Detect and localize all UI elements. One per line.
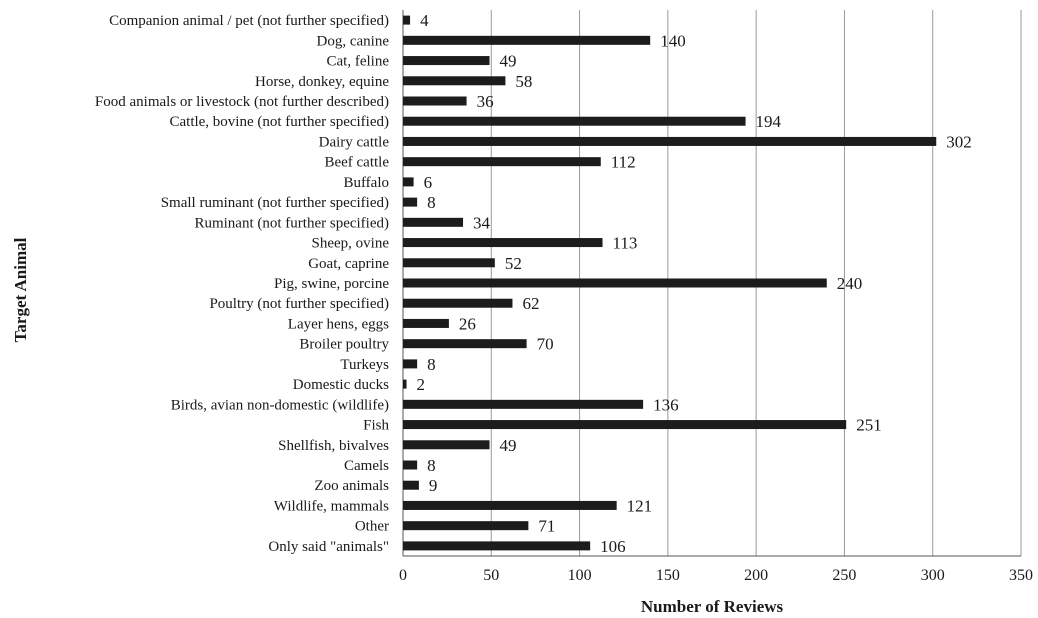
- category-label: Layer hens, eggs: [288, 316, 389, 332]
- bar: [403, 157, 601, 167]
- bar: [403, 480, 419, 490]
- value-label: 121: [627, 496, 653, 515]
- category-label: Food animals or livestock (not further d…: [95, 94, 389, 110]
- x-tick-label: 0: [399, 567, 407, 584]
- bar: [403, 35, 651, 45]
- bar: [403, 440, 490, 450]
- x-tick-label: 350: [1009, 567, 1033, 584]
- bar: [403, 298, 513, 308]
- value-label: 52: [505, 254, 522, 273]
- value-label: 112: [611, 153, 636, 172]
- value-label: 26: [459, 314, 476, 333]
- value-label: 4: [420, 11, 429, 30]
- bar: [403, 359, 418, 369]
- value-label: 36: [477, 92, 494, 111]
- x-tick-label: 50: [483, 567, 499, 584]
- value-label: 240: [837, 274, 863, 293]
- category-label: Wildlife, mammals: [274, 498, 389, 514]
- value-label: 62: [522, 294, 539, 313]
- x-axis-title: Number of Reviews: [641, 597, 784, 616]
- bar: [403, 379, 407, 389]
- category-label: Buffalo: [343, 175, 389, 191]
- category-label: Turkeys: [340, 357, 389, 373]
- category-label: Shellfish, bivalves: [278, 438, 389, 454]
- value-label: 113: [613, 234, 638, 253]
- value-label: 9: [429, 476, 438, 495]
- value-label: 70: [537, 335, 554, 354]
- category-label: Cattle, bovine (not further specified): [169, 114, 389, 130]
- x-tick-label: 250: [832, 567, 856, 584]
- bar: [403, 96, 467, 106]
- value-label: 8: [427, 456, 436, 475]
- bar: [403, 399, 644, 409]
- category-label: Sheep, ovine: [312, 236, 390, 252]
- bar: [403, 56, 490, 66]
- value-label: 106: [600, 537, 626, 556]
- category-label: Horse, donkey, equine: [255, 74, 389, 90]
- value-label: 2: [417, 375, 426, 394]
- bar: [403, 116, 746, 126]
- value-label: 8: [427, 355, 436, 374]
- category-label: Dog, canine: [317, 33, 390, 49]
- value-label: 58: [515, 72, 532, 91]
- category-label: Broiler poultry: [299, 337, 389, 353]
- bar: [403, 521, 529, 531]
- category-label: Camels: [344, 458, 389, 474]
- label-layer: 0 50 100 150 200 250 300 350 Companion animal / …: [95, 11, 1033, 584]
- bar: [403, 339, 527, 349]
- value-label: 194: [756, 112, 782, 131]
- category-label: Only said "animals": [268, 539, 389, 555]
- bar: [403, 238, 603, 248]
- bar: [403, 177, 414, 187]
- bar-layer: [403, 15, 937, 551]
- bar: [403, 15, 411, 25]
- category-label: Beef cattle: [324, 155, 389, 171]
- value-label: 302: [946, 132, 972, 151]
- category-label: Pig, swine, porcine: [274, 276, 389, 292]
- bar: [403, 258, 495, 268]
- category-label: Fish: [363, 418, 389, 434]
- bar: [403, 420, 847, 430]
- category-label: Poultry (not further specified): [209, 296, 389, 312]
- category-label: Domestic ducks: [293, 377, 389, 393]
- category-label: Companion animal / pet (not further spec…: [109, 13, 389, 29]
- value-label: 251: [856, 416, 882, 435]
- category-label: Small ruminant (not further specified): [161, 195, 389, 211]
- value-label: 8: [427, 193, 436, 212]
- category-label: Birds, avian non-domestic (wildlife): [171, 397, 389, 413]
- bar: [403, 460, 418, 470]
- value-label: 6: [424, 173, 433, 192]
- bar: [403, 500, 617, 510]
- bar: [403, 76, 506, 86]
- bar: [403, 217, 464, 227]
- y-axis-title: Target Animal: [11, 237, 30, 342]
- bar: [403, 278, 827, 288]
- value-label: 49: [500, 52, 517, 71]
- value-label: 71: [538, 517, 555, 536]
- value-label: 49: [500, 436, 517, 455]
- category-label: Other: [355, 519, 389, 535]
- category-label: Zoo animals: [314, 478, 389, 494]
- value-label: 34: [473, 213, 491, 232]
- value-label: 140: [660, 31, 686, 50]
- bar: [403, 197, 418, 207]
- category-label: Goat, caprine: [308, 256, 389, 272]
- bar: [403, 541, 591, 551]
- x-tick-label: 150: [656, 567, 680, 584]
- x-tick-label: 100: [568, 567, 592, 584]
- bar: [403, 318, 449, 328]
- x-tick-label: 300: [921, 567, 945, 584]
- value-label: 136: [653, 395, 679, 414]
- bar: [403, 136, 937, 146]
- grid-layer: [402, 10, 1022, 557]
- category-label: Dairy cattle: [319, 134, 390, 150]
- category-label: Cat, feline: [327, 54, 390, 70]
- x-tick-label: 200: [744, 567, 768, 584]
- category-label: Ruminant (not further specified): [194, 215, 389, 231]
